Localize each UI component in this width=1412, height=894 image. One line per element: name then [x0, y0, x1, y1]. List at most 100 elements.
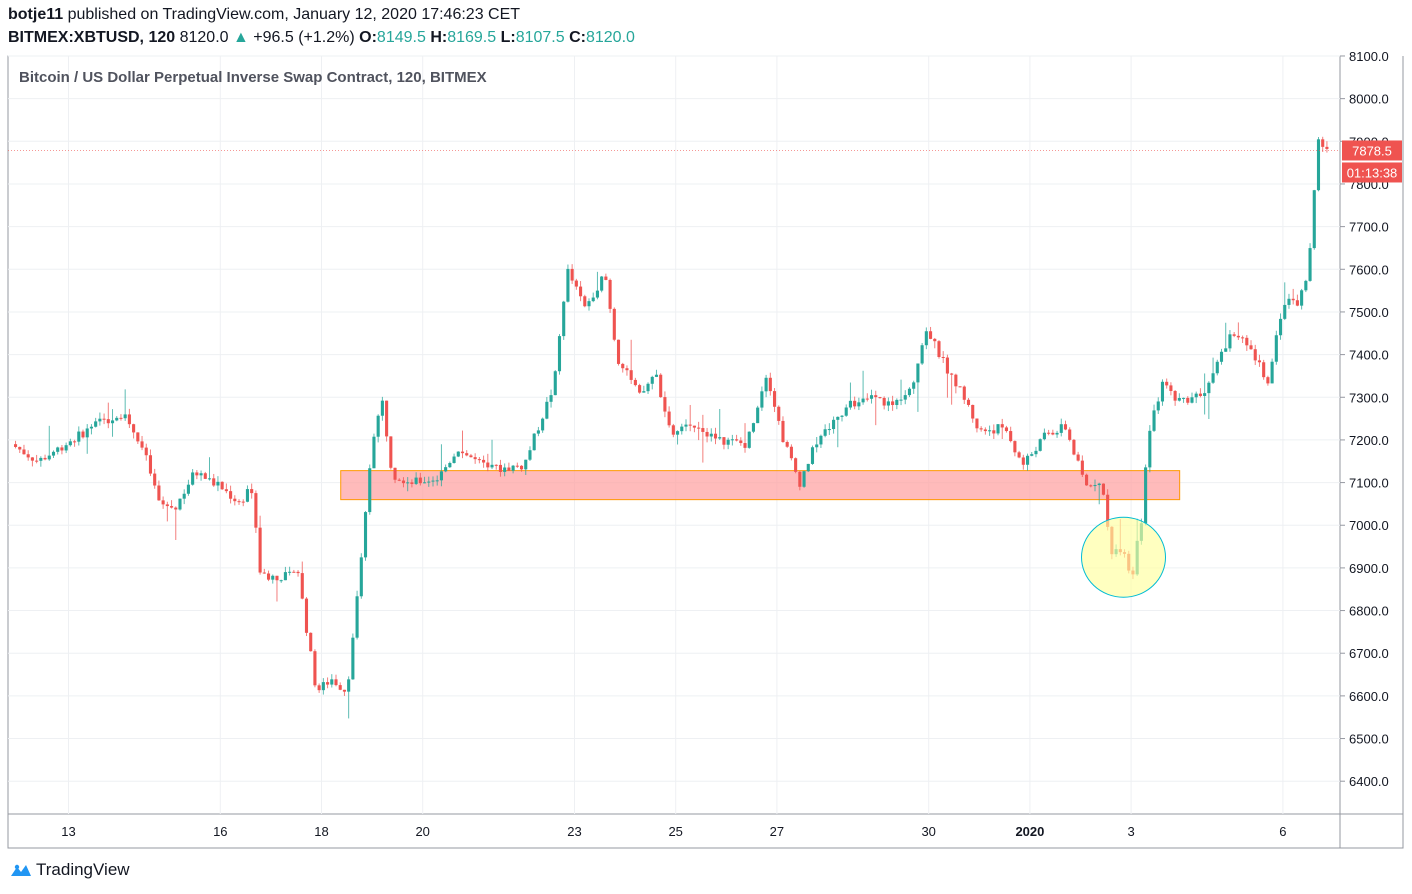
x-tick-label: 20: [415, 824, 429, 839]
candle-body: [22, 449, 26, 455]
candle-body: [772, 391, 777, 407]
candle-body: [853, 400, 857, 407]
candle-body: [604, 276, 608, 280]
candle-body: [777, 406, 781, 421]
candle-body: [950, 373, 954, 375]
candle-body: [1021, 457, 1025, 465]
candle-body: [140, 441, 144, 448]
candle-body: [406, 482, 410, 484]
candle-body: [507, 467, 511, 471]
candle-body: [254, 493, 258, 528]
candle-body: [524, 459, 528, 470]
candle-body: [89, 426, 93, 429]
candle-body: [756, 407, 760, 424]
candle-body: [616, 339, 621, 364]
candle-body: [347, 679, 351, 692]
up-arrow-icon: ▲: [232, 29, 249, 46]
candle-body: [891, 401, 895, 406]
highlight-ellipse[interactable]: [1081, 516, 1167, 598]
candle-body: [1004, 427, 1009, 432]
y-tick-label: 7300.0: [1349, 390, 1389, 405]
candle-body: [1186, 397, 1190, 403]
candle-body: [671, 425, 675, 435]
candle-body: [726, 439, 730, 445]
candle-body: [498, 464, 503, 472]
candle-body: [132, 424, 136, 433]
candle-body: [819, 435, 823, 445]
x-tick-label: 30: [921, 824, 935, 839]
candle-body: [1013, 441, 1017, 453]
candle-body: [165, 504, 169, 507]
candle-body: [562, 301, 566, 337]
support-zone-rect[interactable]: [340, 470, 1181, 501]
candle-body: [1228, 334, 1232, 349]
candle-body: [136, 432, 140, 442]
candle-body: [423, 482, 427, 484]
candle-body: [102, 418, 106, 420]
candle-body: [1262, 362, 1266, 378]
close-value: 8120.0: [585, 29, 635, 46]
candle-body: [98, 418, 102, 422]
author-name[interactable]: botje11: [8, 6, 64, 23]
candle-body: [621, 363, 625, 369]
candle-body: [735, 439, 739, 441]
candle-body: [878, 397, 882, 399]
plot-area[interactable]: [7, 55, 1341, 815]
candle-body: [1211, 373, 1215, 383]
candle-body: [1219, 351, 1224, 362]
candle-body: [110, 420, 115, 424]
candle-body: [979, 428, 983, 430]
candle-body: [106, 419, 110, 424]
candle-body: [962, 386, 966, 400]
x-tick-label: 25: [668, 824, 682, 839]
candle-body: [94, 421, 98, 427]
y-tick-label: 6900.0: [1349, 561, 1389, 576]
candle-body: [300, 573, 304, 599]
candle-body: [992, 430, 996, 434]
candle-body: [245, 489, 250, 502]
candle-body: [929, 331, 933, 339]
candle-body: [528, 450, 532, 460]
candle-body: [161, 500, 165, 505]
candle-body: [966, 399, 971, 405]
candle-body: [579, 286, 583, 297]
candle-body: [56, 447, 60, 452]
candle-body: [266, 573, 271, 580]
candle-body: [482, 459, 486, 463]
candle-body: [368, 468, 372, 513]
candle-body: [1190, 397, 1194, 403]
candle-body: [920, 345, 924, 364]
candle-body: [983, 429, 987, 432]
candle-body: [1030, 454, 1034, 456]
candle-body: [954, 374, 958, 387]
candle-body: [633, 379, 637, 386]
candle-body: [1042, 432, 1046, 440]
footer-brand-label[interactable]: TradingView: [36, 860, 130, 879]
candle-body: [271, 575, 275, 580]
candle-body: [840, 415, 844, 417]
candle-body: [945, 357, 949, 374]
candle-body: [1148, 430, 1152, 468]
candle-body: [532, 433, 536, 451]
candle-body: [338, 685, 342, 690]
candle-body: [13, 444, 18, 447]
candle-body: [1173, 391, 1177, 401]
candle-body: [747, 431, 751, 448]
candle-body: [958, 386, 962, 388]
candle-body: [414, 477, 418, 484]
candle-body: [393, 467, 397, 480]
candle-body: [486, 462, 490, 468]
candle-body: [351, 637, 355, 680]
candle-body: [937, 341, 941, 357]
chart-title: Bitcoin / US Dollar Perpetual Inverse Sw…: [19, 69, 487, 86]
candle-body: [519, 465, 524, 470]
candle-body: [1093, 485, 1097, 487]
candle-body: [182, 493, 186, 499]
candle-body: [47, 455, 51, 460]
ohlc-line: BITMEX:XBTUSD, 120 8120.0 ▲ +96.5 (+1.2%…: [8, 29, 635, 47]
candle-body: [1097, 483, 1101, 486]
candle-body: [823, 429, 827, 436]
candle-body: [549, 395, 553, 402]
candle-body: [1321, 139, 1325, 147]
